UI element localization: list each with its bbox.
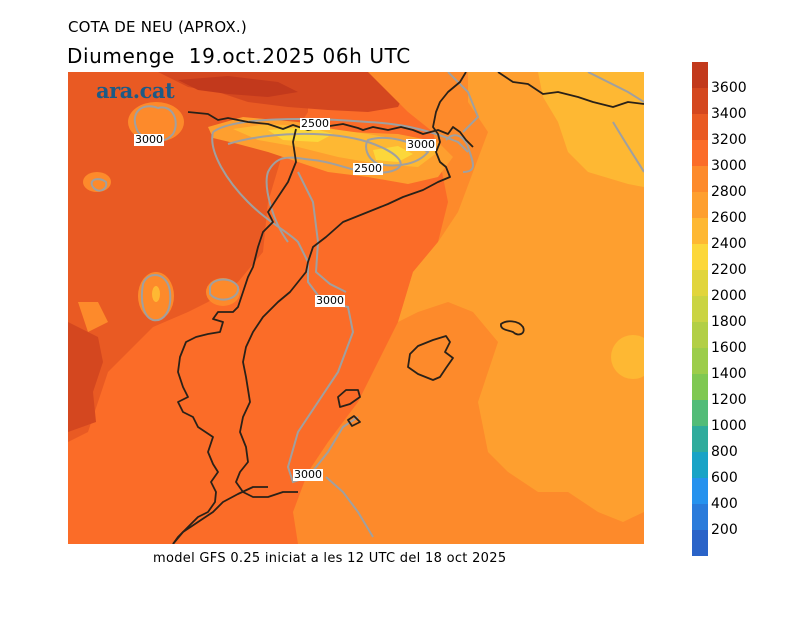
colorbar-band <box>692 426 708 452</box>
contour-label: 3000 <box>406 138 436 151</box>
colorbar-tick-label: 3000 <box>711 158 747 174</box>
colorbar-band <box>692 452 708 478</box>
border-france-spain <box>187 111 474 148</box>
field-2800-3000-small <box>78 302 108 332</box>
colorbar-tick-label: 1600 <box>711 340 747 356</box>
chart-subtitle-date: Diumenge 19.oct.2025 06h UTC <box>67 44 411 68</box>
colorbar-band <box>692 322 708 348</box>
contour-3000-ne-edge <box>612 121 644 173</box>
colorbar-tick-label: 2200 <box>711 262 747 278</box>
island-menorca <box>500 320 525 336</box>
contour-label: 3000 <box>293 468 323 481</box>
contour-3000-ebro <box>297 171 347 293</box>
chart-title: COTA DE NEU (APROX.) <box>68 18 247 36</box>
colorbar-tick-label: 1800 <box>711 314 747 330</box>
colorbar-band <box>692 244 708 270</box>
field-pocket-nw <box>128 102 184 142</box>
field-3600-plus <box>178 76 298 97</box>
field-2600-2800 <box>398 72 644 522</box>
colorbar-band <box>692 140 708 166</box>
colorbar-tick-label: 400 <box>711 496 738 512</box>
colorbar-tick-label: 3200 <box>711 132 747 148</box>
colorbar-tick-label: 3400 <box>711 106 747 122</box>
colorbar-band <box>692 218 708 244</box>
contour-label: 3000 <box>134 133 164 146</box>
island-mallorca <box>407 335 454 381</box>
island-formentera <box>347 415 361 427</box>
colorbar-tick-label: 1200 <box>711 392 747 408</box>
snow-level-map: ara.cat 3000 2500 3000 2500 3000 3000 <box>68 72 644 544</box>
colorbar-band <box>692 62 708 88</box>
colorbar-band <box>692 478 708 504</box>
colorbar-tick-label: 200 <box>711 522 738 538</box>
map-svg <box>68 72 644 544</box>
colorbar-tick-label: 1000 <box>711 418 747 434</box>
contour-3000-south <box>325 476 374 538</box>
colorbar-band <box>692 374 708 400</box>
colorbar-band <box>692 114 708 140</box>
field-3400-3600-west <box>68 322 103 432</box>
coastline-france <box>497 72 644 108</box>
colorbar-band <box>692 400 708 426</box>
border-spain-portugal-coast <box>172 128 297 544</box>
colorbar-band <box>692 166 708 192</box>
contour-label: 3000 <box>315 294 345 307</box>
contour-label: 2500 <box>300 117 330 130</box>
contour-3000-east <box>445 134 474 173</box>
contour-3000-iberia-b <box>209 278 240 301</box>
contour-3000-north <box>447 72 480 133</box>
colorbar-band <box>692 530 708 556</box>
field-2400-2600-ne <box>538 72 644 187</box>
colorbar-band <box>692 296 708 322</box>
island-ibiza <box>337 389 361 408</box>
field-pocket-w <box>83 172 111 192</box>
colorbar-band <box>692 504 708 530</box>
contour-3000-w <box>90 178 108 192</box>
field-pocket-iberia-b <box>206 278 240 306</box>
colorbar-tick-label: 2600 <box>711 210 747 226</box>
colorbar <box>692 62 708 556</box>
colorbar-tick-label: 800 <box>711 444 738 460</box>
colorbar-band <box>692 348 708 374</box>
colorbar-tick-label: 2800 <box>711 184 747 200</box>
contour-france <box>587 72 644 103</box>
colorbar-tick-label: 2000 <box>711 288 747 304</box>
model-run-info: model GFS 0.25 iniciat a les 12 UTC del … <box>153 551 507 566</box>
field-pocket-iberia-a-core <box>152 286 160 302</box>
colorbar-tick-label: 2400 <box>711 236 747 252</box>
coastline-south <box>172 486 268 544</box>
field-3200-3400 <box>68 72 308 442</box>
colorbar-tick-label: 3600 <box>711 80 747 96</box>
ara-cat-logo[interactable]: ara.cat <box>96 78 175 103</box>
contour-label: 2500 <box>353 162 383 175</box>
coastlines-borders <box>172 72 644 544</box>
field-2400-2600-e <box>611 335 644 379</box>
colorbar-band <box>692 88 708 114</box>
colorbar-tick-label: 600 <box>711 470 738 486</box>
coastline-catalonia-valencia <box>235 72 467 498</box>
colorbar-tick-label: 1400 <box>711 366 747 382</box>
contour-2500-east <box>365 136 430 167</box>
colorbar-band <box>692 270 708 296</box>
colorbar-band <box>692 192 708 218</box>
contour-3000-iberia-a <box>140 274 172 322</box>
